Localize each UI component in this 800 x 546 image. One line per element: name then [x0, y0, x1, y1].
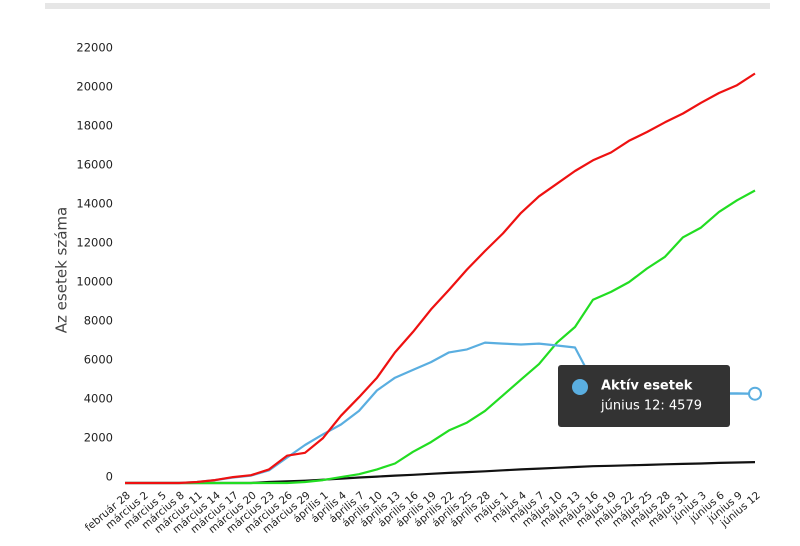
top-bar: [45, 3, 770, 9]
y-tick-label: 14000: [76, 197, 113, 211]
tooltip-title: Aktív esetek: [601, 379, 693, 394]
tooltip-dot: [572, 379, 588, 395]
series-line: [125, 72, 756, 485]
y-tick-label: 6000: [84, 353, 113, 367]
y-tick-label: 2000: [84, 431, 113, 445]
hover-marker: [748, 386, 762, 401]
y-tick-label: 0: [106, 470, 113, 484]
y-tick-label: 22000: [76, 41, 113, 55]
y-tick-label: 20000: [76, 80, 113, 94]
tooltip-text: június 12: 4579: [600, 399, 702, 414]
tooltip: [558, 365, 730, 427]
y-tick-label: 18000: [76, 119, 113, 133]
y-tick-label: 10000: [76, 275, 113, 289]
y-tick-label: 8000: [84, 314, 113, 328]
y-tick-label: 12000: [76, 236, 113, 250]
series-line: [125, 189, 756, 485]
y-tick-label: 16000: [76, 158, 113, 172]
y-tick-label: 4000: [84, 392, 113, 406]
y-axis-label: Az esetek száma: [53, 207, 71, 333]
